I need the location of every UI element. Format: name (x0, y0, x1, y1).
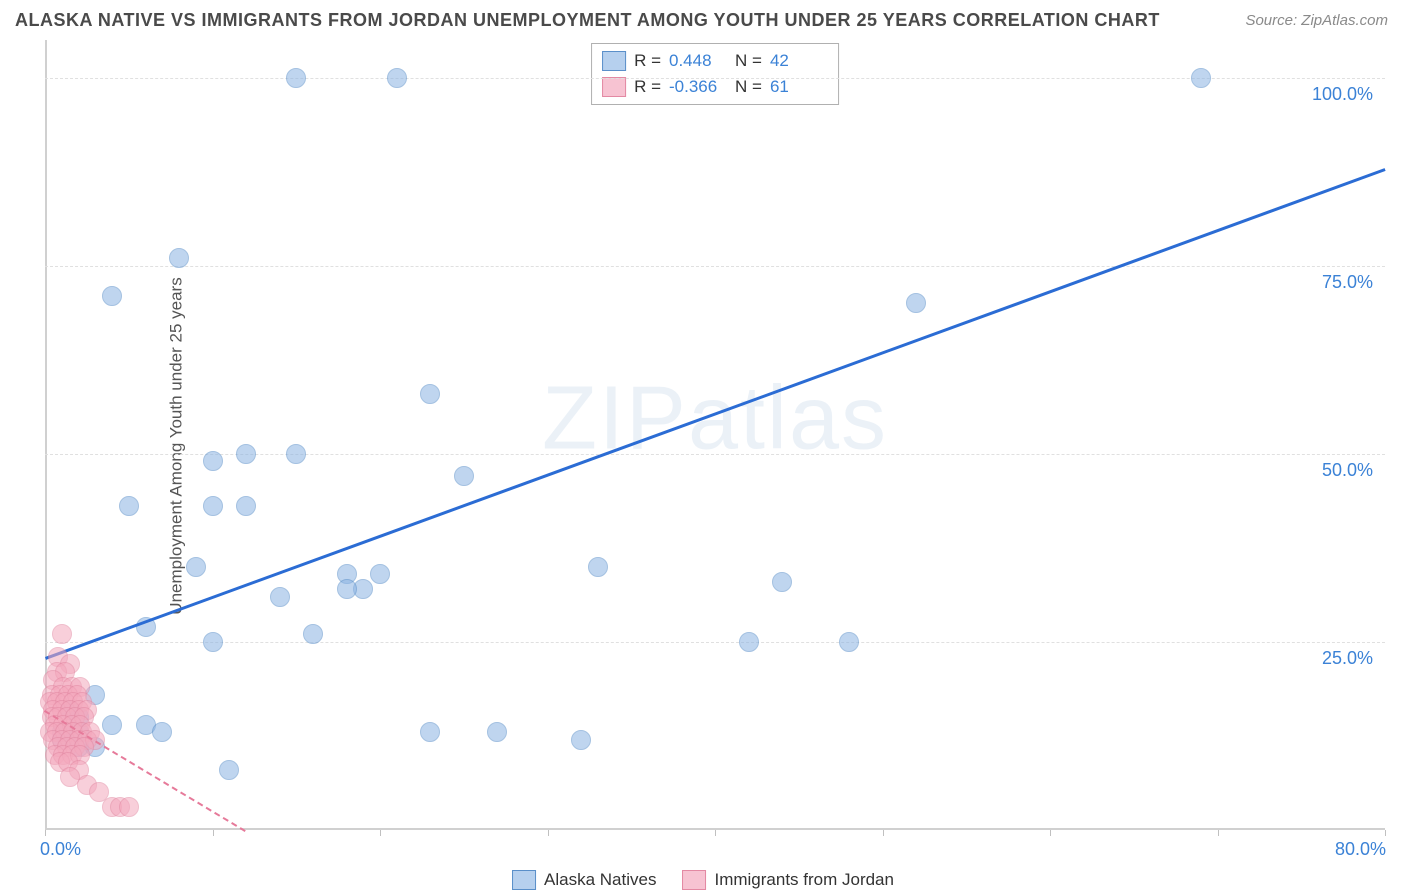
data-point (203, 496, 223, 516)
n-value-alaska: 42 (770, 51, 828, 71)
data-point (236, 496, 256, 516)
data-point (420, 722, 440, 742)
data-point (487, 722, 507, 742)
data-point (219, 760, 239, 780)
data-point (588, 557, 608, 577)
grid-line (45, 642, 1385, 643)
data-point (119, 797, 139, 817)
n-value-jordan: 61 (770, 77, 828, 97)
legend-item-jordan: Immigrants from Jordan (682, 870, 894, 890)
data-point (286, 68, 306, 88)
y-tick-label: 75.0% (1322, 272, 1373, 293)
r-label: R = (634, 77, 661, 97)
data-point (102, 715, 122, 735)
x-tick (1385, 830, 1386, 836)
x-tick-label: 0.0% (40, 839, 81, 860)
r-label: R = (634, 51, 661, 71)
y-tick-label: 50.0% (1322, 460, 1373, 481)
data-point (370, 564, 390, 584)
data-point (169, 248, 189, 268)
data-point (203, 451, 223, 471)
series-legend: Alaska Natives Immigrants from Jordan (512, 870, 894, 890)
data-point (52, 624, 72, 644)
data-point (102, 286, 122, 306)
x-tick (883, 830, 884, 836)
data-point (420, 384, 440, 404)
data-point (906, 293, 926, 313)
data-point (236, 444, 256, 464)
y-tick-label: 25.0% (1322, 648, 1373, 669)
data-point (270, 587, 290, 607)
legend-item-alaska: Alaska Natives (512, 870, 656, 890)
x-tick (548, 830, 549, 836)
y-tick-label: 100.0% (1312, 84, 1373, 105)
correlation-legend: R = 0.448 N = 42 R = -0.366 N = 61 (591, 43, 839, 105)
data-point (186, 557, 206, 577)
x-tick-label: 80.0% (1335, 839, 1386, 860)
legend-label-jordan: Immigrants from Jordan (714, 870, 894, 890)
data-point (119, 496, 139, 516)
x-tick (1218, 830, 1219, 836)
data-point (303, 624, 323, 644)
data-point (454, 466, 474, 486)
legend-label-alaska: Alaska Natives (544, 870, 656, 890)
x-tick (715, 830, 716, 836)
n-label: N = (735, 51, 762, 71)
data-point (203, 632, 223, 652)
legend-row-alaska: R = 0.448 N = 42 (602, 48, 828, 74)
swatch-pink (682, 870, 706, 890)
swatch-blue (602, 51, 626, 71)
grid-line (45, 78, 1385, 79)
swatch-blue (512, 870, 536, 890)
data-point (1191, 68, 1211, 88)
x-tick (213, 830, 214, 836)
source-attribution: Source: ZipAtlas.com (1245, 12, 1388, 29)
data-point (152, 722, 172, 742)
r-value-jordan: -0.366 (669, 77, 727, 97)
data-point (839, 632, 859, 652)
n-label: N = (735, 77, 762, 97)
trend-line (45, 168, 1386, 660)
x-tick (380, 830, 381, 836)
data-point (739, 632, 759, 652)
x-tick (45, 830, 46, 836)
swatch-pink (602, 77, 626, 97)
grid-line (45, 266, 1385, 267)
chart-title: ALASKA NATIVE VS IMMIGRANTS FROM JORDAN … (15, 10, 1160, 31)
plot-area: ZIPatlas R = 0.448 N = 42 R = -0.366 N =… (45, 40, 1385, 830)
watermark: ZIPatlas (542, 368, 888, 471)
r-value-alaska: 0.448 (669, 51, 727, 71)
x-tick (1050, 830, 1051, 836)
data-point (337, 579, 357, 599)
data-point (286, 444, 306, 464)
data-point (571, 730, 591, 750)
data-point (387, 68, 407, 88)
data-point (772, 572, 792, 592)
